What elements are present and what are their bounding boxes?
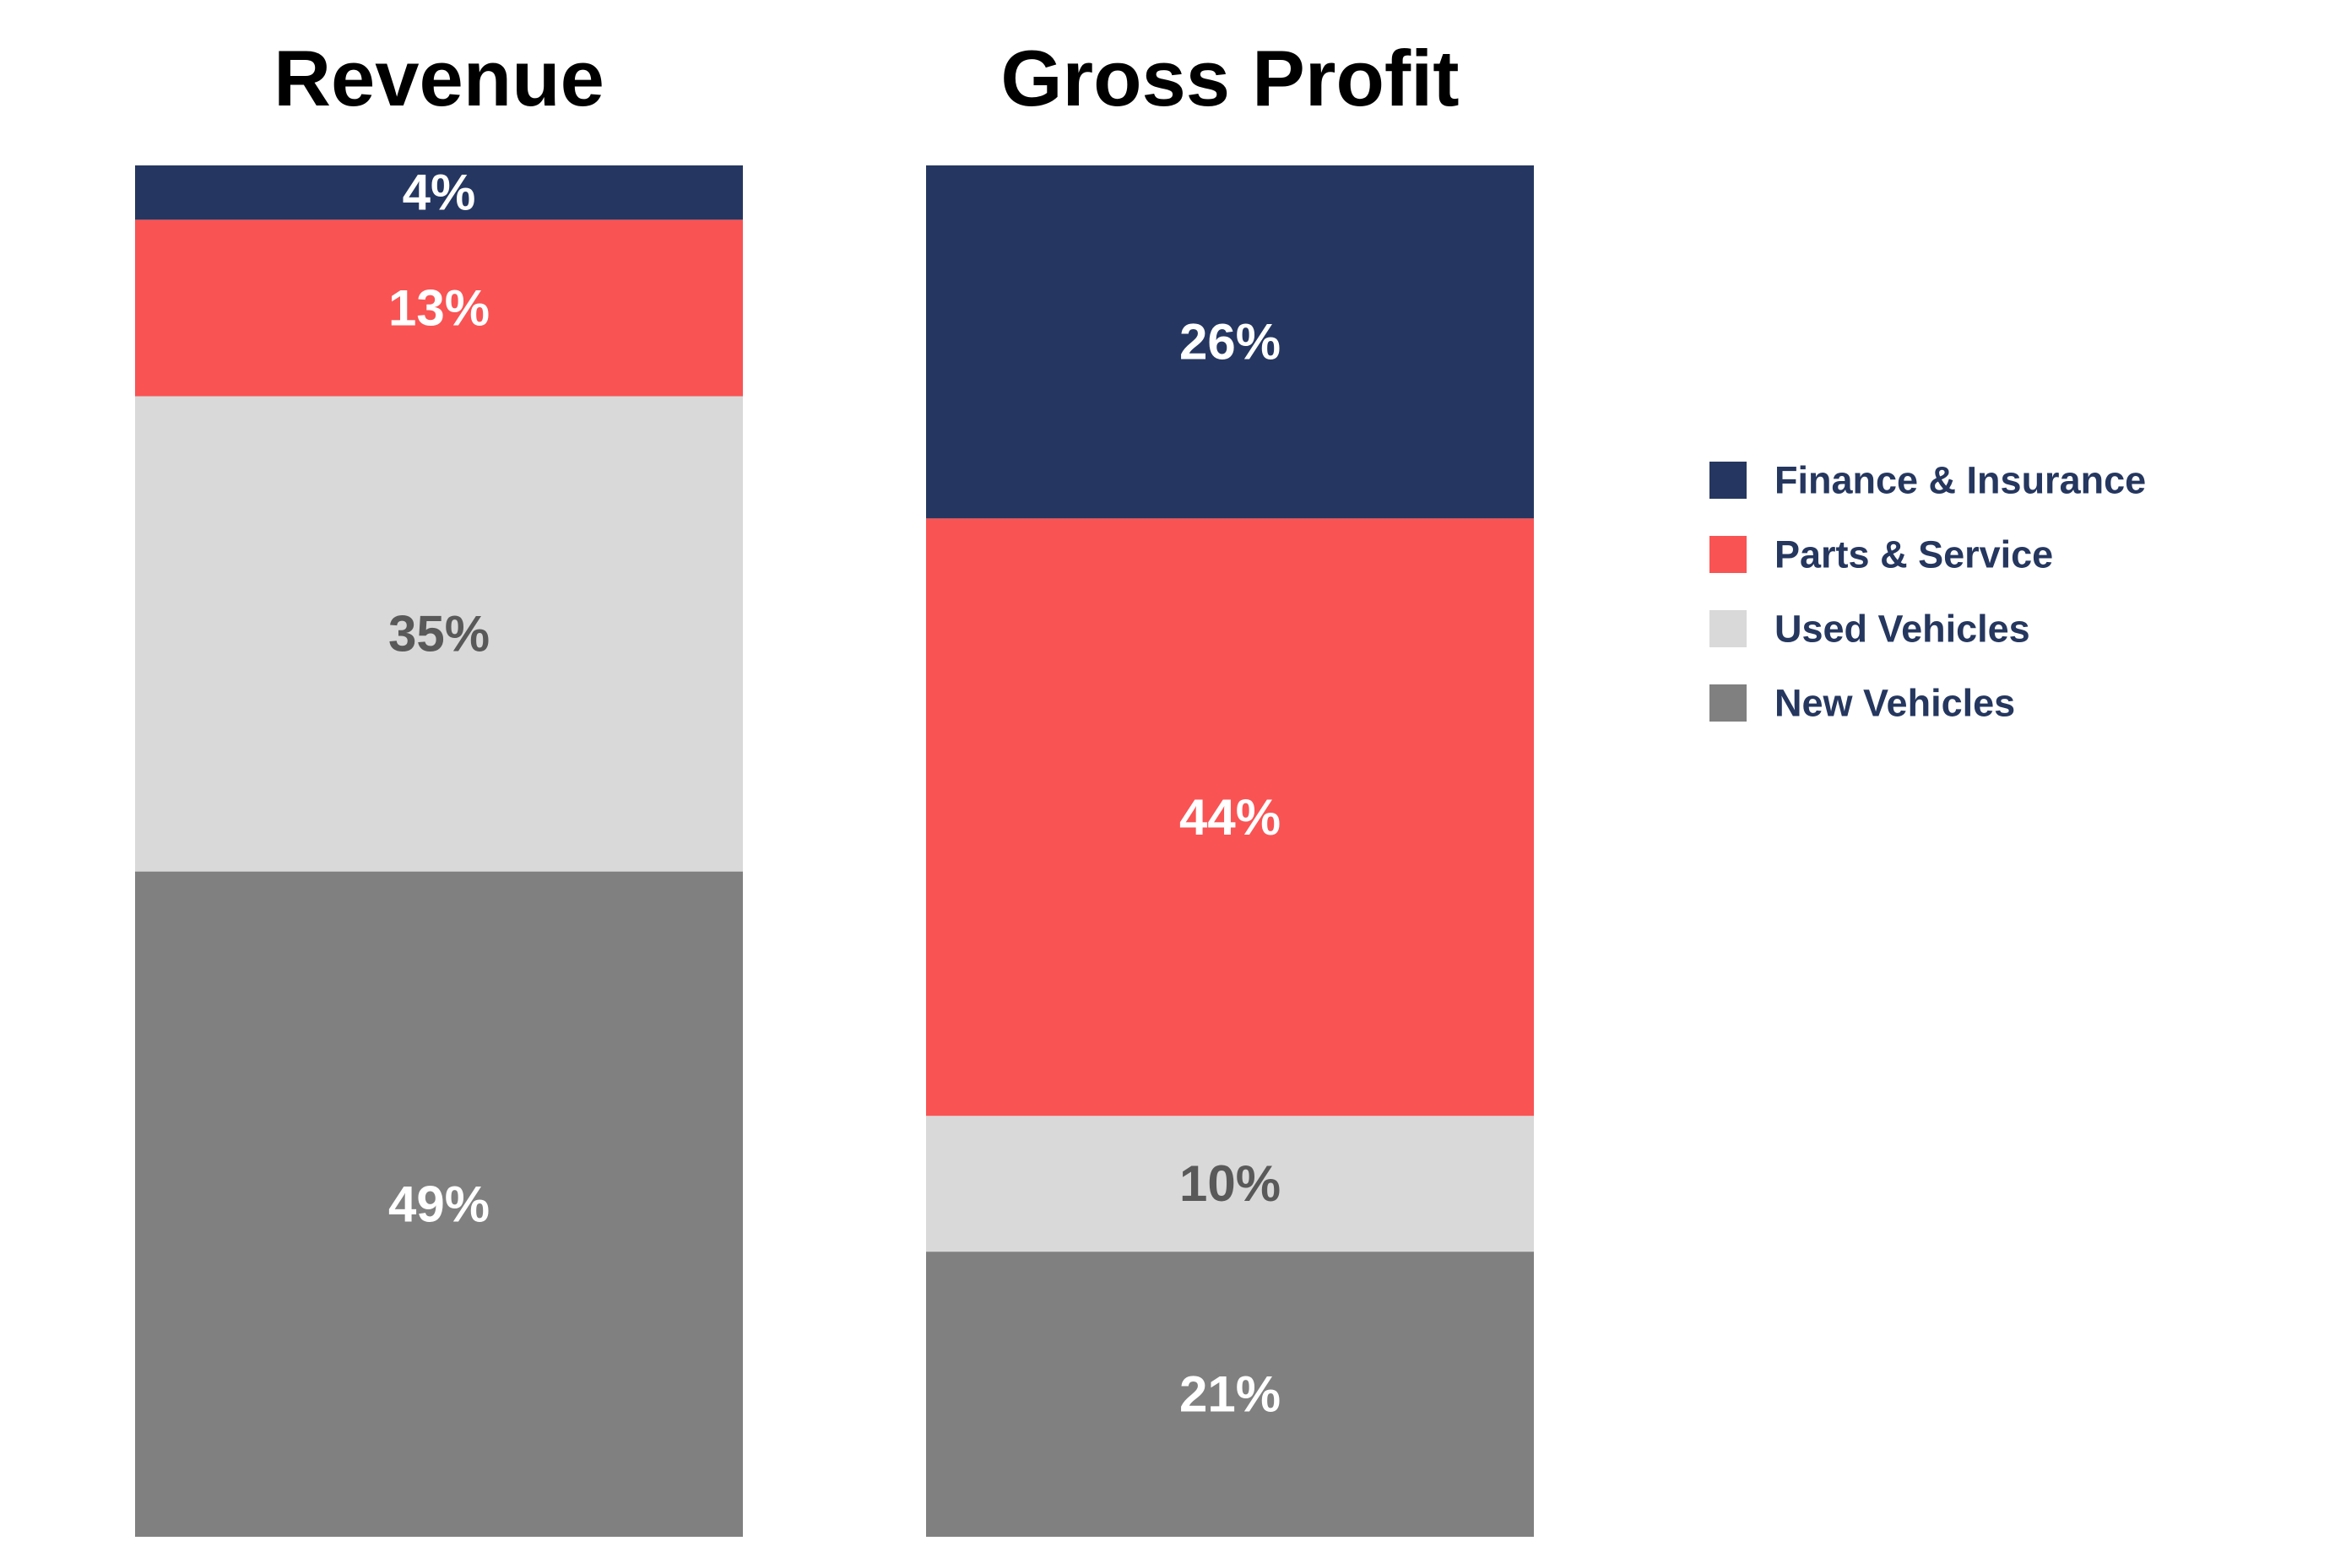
- bar-revenue-finance-and-insurance: [135, 165, 743, 220]
- legend-swatch-used-vehicles: [1709, 610, 1747, 647]
- data-label-revenue-new-vehicles: 49%: [388, 1176, 490, 1232]
- data-label-gross-profit-used-vehicles: 10%: [1179, 1155, 1281, 1212]
- data-label-gross-profit-new-vehicles: 21%: [1179, 1366, 1281, 1423]
- bar-gross-profit-new-vehicles: [926, 1252, 1534, 1537]
- data-label-revenue-used-vehicles: 35%: [388, 606, 490, 662]
- bar-revenue-used-vehicles: [135, 396, 743, 872]
- column-titles: Revenue Gross Profit: [274, 34, 1460, 122]
- data-label-gross-profit-finance-and-insurance: 26%: [1179, 314, 1281, 370]
- legend-swatch-finance-and-insurance: [1709, 462, 1747, 499]
- bar-gross-profit-used-vehicles: [926, 1116, 1534, 1252]
- legend-label-new-vehicles: New Vehicles: [1774, 682, 2015, 725]
- column-title-revenue: Revenue: [274, 34, 604, 122]
- legend-label-finance-and-insurance: Finance & Insurance: [1774, 459, 2146, 502]
- bar-revenue-parts-and-service: [135, 219, 743, 397]
- legend-label-parts-and-service: Parts & Service: [1774, 533, 2053, 576]
- bar-gross-profit-finance-and-insurance: [926, 165, 1534, 519]
- column-title-gross-profit: Gross Profit: [1000, 34, 1459, 122]
- bar-gross-profit-parts-and-service: [926, 518, 1534, 1117]
- bars-group: 49% 35% 13% 4% 21% 10% 44% 26%: [135, 165, 1534, 1537]
- data-label-revenue-finance-and-insurance: 4%: [403, 165, 476, 221]
- data-label-revenue-parts-and-service: 13%: [388, 279, 490, 336]
- legend-label-used-vehicles: Used Vehicles: [1774, 608, 2030, 651]
- legend: Finance & Insurance Parts & Service Used V…: [1709, 459, 2146, 725]
- data-label-gross-profit-parts-and-service: 44%: [1179, 789, 1281, 846]
- legend-swatch-new-vehicles: [1709, 684, 1747, 722]
- bar-revenue-new-vehicles: [135, 871, 743, 1537]
- legend-swatch-parts-and-service: [1709, 536, 1747, 573]
